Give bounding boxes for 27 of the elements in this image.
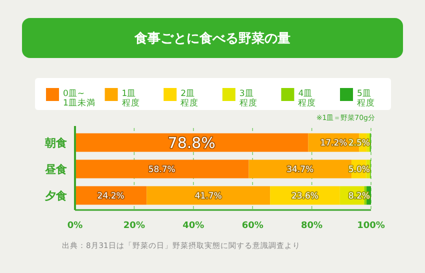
data-label: 24.2% [97,191,124,202]
y-tick-label: 夕食 [44,189,67,202]
data-label: 23.6% [291,191,318,202]
data-label: 58.7% [148,164,176,175]
data-label: 5.0% [348,164,370,175]
data-label: 34.7% [286,164,314,175]
legend-label: 1皿程度 [122,88,140,109]
data-label: 41.7% [194,191,222,202]
x-tick-label: 60% [242,221,264,231]
chart-title: 食事ごとに食べる野菜の量 [134,32,290,47]
bar [146,186,270,205]
x-tick-label: 80% [301,221,323,231]
legend-label: 2皿程度 [180,88,199,109]
legend-label: 3皿程度 [239,88,258,109]
legend-label: 5皿程度 [357,88,375,109]
x-tick-label: 40% [182,221,204,231]
x-tick-label: 20% [123,221,145,231]
x-tick-label: 100% [357,221,385,231]
data-label: 2.5% [348,138,370,149]
data-label: 78.8% [168,134,216,152]
bar [75,160,249,178]
legend-label: 4皿程度 [298,88,316,109]
data-label: 17.2% [320,138,348,149]
legend-label: 0皿~1皿未満 [63,88,96,109]
x-tick-label: 0% [67,221,83,231]
y-tick-label: 朝食 [44,136,67,150]
y-tick-label: 昼食 [44,162,67,176]
